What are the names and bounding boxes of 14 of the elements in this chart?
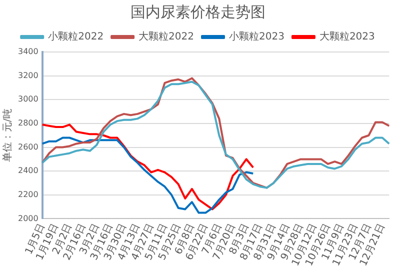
y-axis-title: 单位：元/吨 [2,108,14,162]
chart-title: 国内尿素价格走势图 [130,2,266,21]
legend-label: 大颗粒2023 [319,30,375,43]
legend-label: 大颗粒2022 [138,30,194,43]
y-tick-label: 2000 [18,214,38,223]
y-tick-label: 3200 [18,70,38,80]
y-tick-label: 2200 [18,190,38,199]
y-tick-label: 3000 [18,94,38,104]
y-tick-label: 2600 [18,142,38,152]
y-tick-label: 2400 [18,166,38,176]
y-tick-label: 2800 [18,118,38,128]
legend-label: 小颗粒2023 [229,30,284,43]
y-tick-label: 3400 [18,47,38,56]
legend-label: 小颗粒2022 [48,30,104,43]
